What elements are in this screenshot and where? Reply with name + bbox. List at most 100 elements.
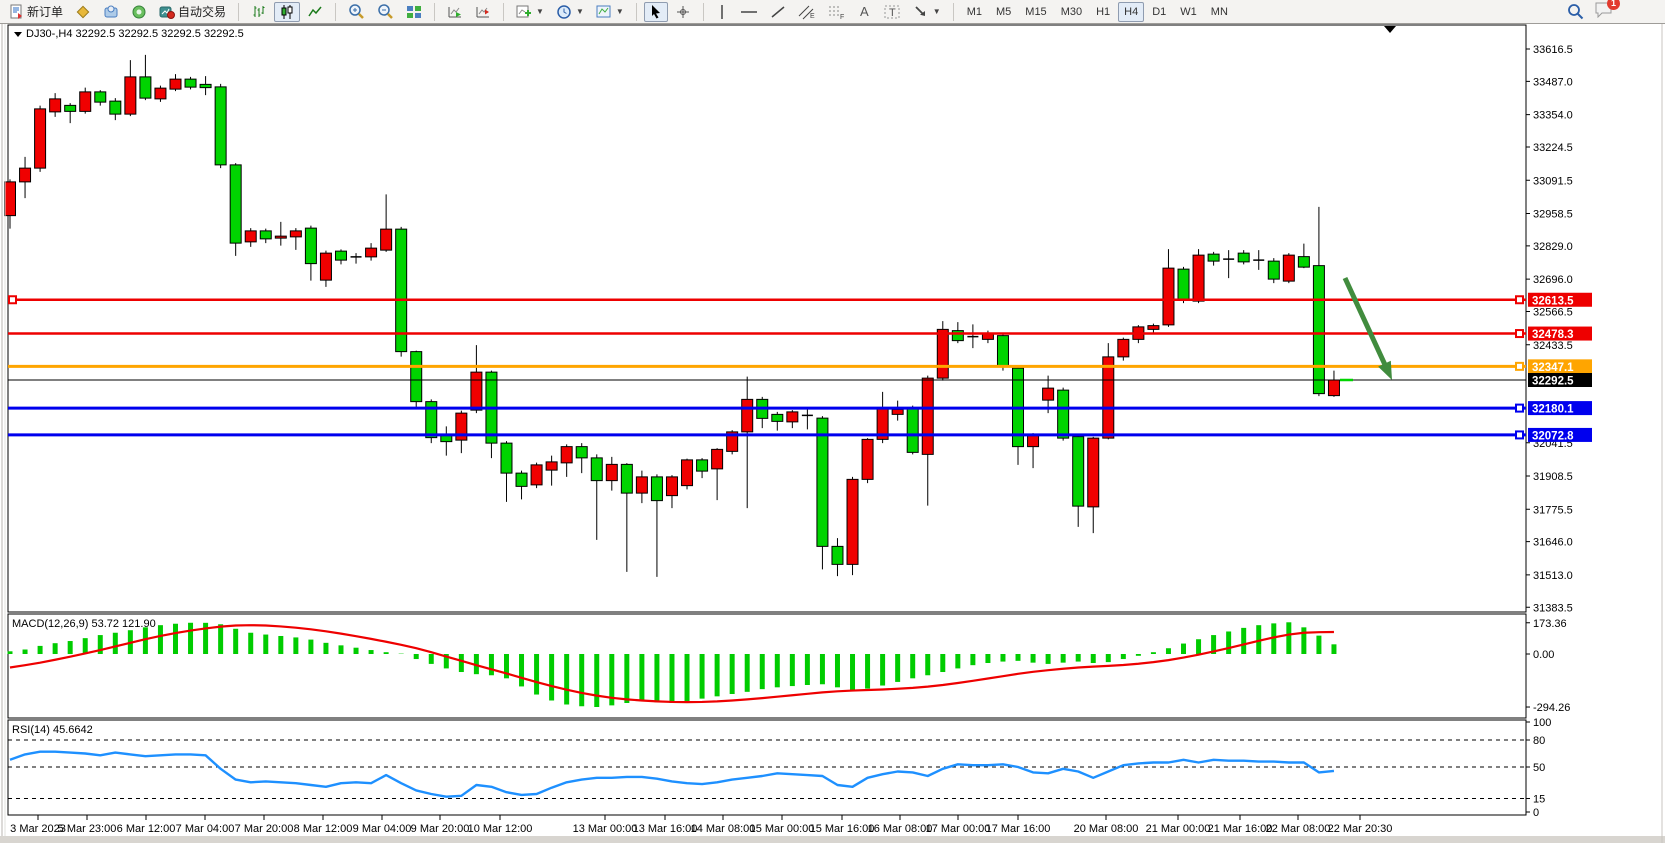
time-axis-label[interactable]: 21 Mar 00:00 — [1146, 823, 1211, 835]
line-end-marker[interactable] — [1515, 329, 1524, 339]
time-axis-label[interactable]: 14 Mar 08:00 — [691, 823, 756, 835]
candle-body — [19, 167, 32, 183]
equidistant-channel-icon: E — [798, 5, 815, 20]
toolbar-separator — [238, 2, 240, 21]
crosshair-tool-button[interactable] — [670, 2, 696, 22]
zoom-in-button[interactable] — [343, 2, 370, 22]
candle-body — [1102, 356, 1115, 439]
line-end-marker[interactable] — [1515, 295, 1524, 305]
line-end-marker[interactable] — [1515, 430, 1524, 440]
chart-shift-button[interactable] — [470, 2, 496, 22]
search-icon[interactable] — [1567, 3, 1584, 20]
line-chart-mode-button[interactable] — [302, 2, 328, 22]
auto-trading-button[interactable]: 自动交易 — [154, 2, 231, 22]
timeframe-button-mn[interactable]: MN — [1210, 5, 1228, 18]
timeframe-button-d1[interactable]: D1 — [1152, 5, 1167, 18]
time-axis-label[interactable]: 10 Mar 12:00 — [468, 823, 533, 835]
timeframe-button-h4[interactable]: H4 — [1118, 1, 1145, 22]
new-order-button[interactable]: 新订单 — [4, 2, 68, 22]
timeframe-button-h1[interactable]: H1 — [1096, 5, 1111, 18]
time-axis-label[interactable]: 16 Mar 08:00 — [868, 823, 933, 835]
notification-badge: 1 — [1607, 0, 1620, 10]
time-axis-label[interactable]: 21 Mar 16:00 — [1208, 823, 1273, 835]
candle-body — [1072, 436, 1085, 507]
rsi-axis-label: 50 — [1533, 762, 1545, 774]
data-window-button[interactable] — [98, 2, 124, 22]
candle-body — [906, 407, 919, 453]
templates-button[interactable]: ▼ — [591, 2, 629, 22]
time-axis-label[interactable]: 7 Mar 20:00 — [235, 823, 294, 835]
navigator-button[interactable] — [126, 2, 152, 22]
line-end-marker[interactable] — [1515, 403, 1524, 413]
time-axis-label[interactable]: 5 Mar 23:00 — [58, 823, 117, 835]
periods-dropdown-caret: ▼ — [575, 7, 584, 16]
price-axis-label: 31775.5 — [1533, 504, 1573, 516]
line-end-marker[interactable] — [8, 295, 17, 305]
time-axis-label[interactable]: 9 Mar 04:00 — [353, 823, 412, 835]
candle-body — [726, 431, 739, 452]
trend-arrow-line[interactable] — [1342, 276, 1390, 371]
time-axis-label[interactable]: 13 Mar 16:00 — [633, 823, 698, 835]
time-axis-label[interactable]: 20 Mar 08:00 — [1074, 823, 1139, 835]
time-axis-label[interactable]: 15 Mar 00:00 — [750, 823, 815, 835]
time-axis-label[interactable]: 6 Mar 12:00 — [117, 823, 176, 835]
zoom-out-icon — [378, 4, 393, 19]
candlestick-mode-button[interactable] — [274, 1, 301, 22]
trendline-tool-button[interactable] — [765, 2, 791, 22]
notifications-button[interactable]: 1 — [1594, 0, 1620, 23]
time-axis-label[interactable]: 3 Mar 2023 — [10, 823, 66, 835]
candle-body — [1297, 256, 1310, 268]
indicators-button[interactable]: ▼ — [511, 2, 549, 22]
candle-body — [380, 228, 393, 251]
candle-body — [1237, 252, 1250, 263]
timeframe-button-m1[interactable]: M1 — [966, 5, 982, 18]
rsi-axis-label: 0 — [1533, 807, 1539, 819]
price-axis-label: 32958.5 — [1533, 209, 1573, 221]
main-price-panel[interactable] — [7, 24, 1527, 613]
periods-button[interactable]: ▼ — [551, 2, 589, 22]
fibonacci-tool-button[interactable]: F — [823, 2, 851, 22]
time-axis-label[interactable]: 17 Mar 16:00 — [986, 823, 1051, 835]
price-axis-label: 33354.0 — [1533, 110, 1573, 122]
time-axis-label[interactable]: 13 Mar 00:00 — [573, 823, 638, 835]
trend-arrow-head[interactable] — [1378, 360, 1392, 380]
timeframe-button-m5[interactable]: M5 — [996, 5, 1012, 18]
tile-windows-button[interactable] — [401, 2, 427, 22]
cursor-tool-button[interactable] — [643, 1, 668, 22]
candle-body — [951, 330, 964, 342]
chart-window[interactable]: 33616.5 33487.0 33354.0 33224.5 33091.5 32958… — [0, 24, 1665, 843]
svg-text:A: A — [860, 4, 869, 19]
timeframe-button-w1[interactable]: W1 — [1180, 5, 1197, 18]
bar-chart-mode-button[interactable] — [246, 2, 272, 22]
price-line-label-box — [1528, 359, 1592, 374]
auto-scroll-button[interactable] — [442, 2, 468, 22]
channel-tool-button[interactable]: E — [793, 2, 821, 22]
arrows-icon — [915, 5, 925, 16]
time-axis-label[interactable]: 15 Mar 16:00 — [810, 823, 875, 835]
rsi-line — [9, 750, 1335, 798]
price-axis-label: 33091.5 — [1533, 175, 1573, 187]
timeframe-button-m30[interactable]: M30 — [1060, 5, 1083, 18]
candle-body — [4, 181, 16, 217]
line-end-marker[interactable] — [1515, 361, 1524, 371]
chart-canvas[interactable]: 33616.5 33487.0 33354.0 33224.5 33091.5 32958… — [0, 24, 1665, 843]
vertical-line-tool-button[interactable] — [711, 2, 733, 22]
time-axis-label[interactable]: 22 Mar 08:00 — [1266, 823, 1331, 835]
candle-body — [1207, 253, 1220, 262]
zoom-out-button[interactable] — [372, 2, 399, 22]
time-axis-label[interactable]: 9 Mar 20:00 — [411, 823, 470, 835]
crosshair-icon — [676, 5, 689, 18]
market-watch-button[interactable] — [70, 2, 96, 22]
time-axis-label[interactable]: 22 Mar 20:30 — [1328, 823, 1393, 835]
time-axis-label[interactable]: 17 Mar 00:00 — [926, 823, 991, 835]
timeframe-button-m15[interactable]: M15 — [1025, 5, 1047, 18]
auto-trading-label: 自动交易 — [178, 5, 227, 19]
candle-body — [635, 476, 648, 494]
arrows-tool-button[interactable]: ▼ — [908, 2, 946, 22]
time-axis-label[interactable]: 7 Mar 04:00 — [176, 823, 235, 835]
horizontal-line-tool-button[interactable] — [735, 2, 763, 22]
candle-body — [1147, 325, 1160, 330]
time-axis-label[interactable]: 8 Mar 12:00 — [294, 823, 353, 835]
label-tool-button[interactable]: T — [879, 2, 906, 22]
text-tool-button[interactable]: A — [853, 2, 877, 22]
